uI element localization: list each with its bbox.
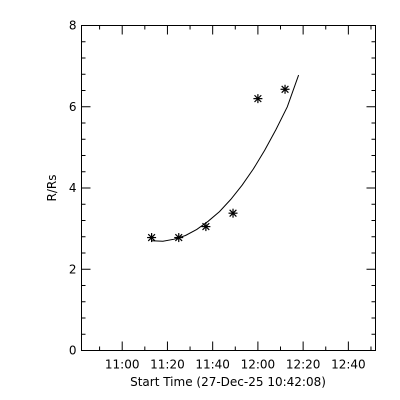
plot-frame (81, 25, 376, 351)
data-point (201, 222, 211, 232)
fit-curve (151, 74, 300, 242)
tick-labels: 11:00 11:20 11:40 12:00 12:20 12:40 0 2 4 6 8 (69, 19, 366, 372)
x-tick-label: 11:20 (150, 358, 185, 372)
x-tick-label: 12:20 (286, 358, 321, 372)
data-point (174, 233, 184, 243)
data-point (253, 94, 263, 104)
axis-ticks (81, 25, 376, 351)
y-tick-label: 0 (69, 344, 77, 358)
data-point (228, 208, 238, 218)
x-axis-label: Start Time (27-Dec-25 10:42:08) (130, 375, 326, 389)
x-tick-label: 12:40 (331, 358, 366, 372)
x-tick-label: 12:00 (241, 358, 276, 372)
y-tick-label: 4 (69, 181, 77, 195)
x-tick-label: 11:40 (195, 358, 230, 372)
y-tick-label: 8 (69, 19, 77, 33)
data-point (280, 84, 290, 94)
y-tick-label: 6 (69, 100, 77, 114)
y-tick-label: 2 (69, 262, 77, 276)
y-axis-label: R/Rs (45, 175, 59, 202)
data-point (147, 233, 157, 243)
data-points (147, 84, 290, 243)
x-tick-label: 11:00 (105, 358, 140, 372)
